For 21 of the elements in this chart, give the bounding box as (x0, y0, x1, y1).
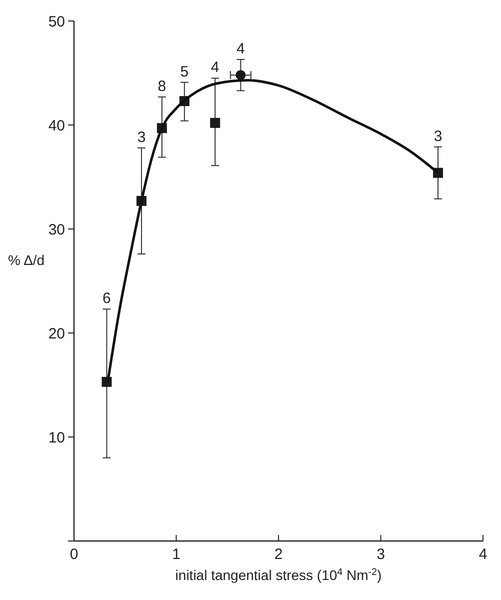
annotation: 3 (434, 128, 442, 145)
point (210, 118, 220, 128)
y-axis-title: % Δ/d (8, 252, 45, 268)
y-tick-label: 20 (48, 325, 65, 342)
x-axis-title: initial tangential stress (10$^{4}$ Nm$^{-2}$) (175, 566, 382, 583)
y-tick-label: 10 (48, 429, 65, 446)
point (236, 70, 246, 80)
x-tick-label: 3 (376, 546, 385, 563)
x-tick-label: 4 (478, 546, 488, 563)
annotation: 3 (137, 128, 146, 146)
annotation: 4 (210, 59, 220, 76)
annotation: 8 (158, 78, 166, 95)
y-tick-label: 50 (48, 13, 65, 30)
x-tick-label: 2 (274, 546, 283, 563)
annotation: 5 (180, 63, 189, 80)
annotation: 4 (236, 40, 245, 58)
x-tick-label: 1 (172, 546, 180, 563)
x-tick-label: 0 (70, 546, 78, 563)
y-tick-label: 30 (48, 221, 65, 238)
annotation: 6 (102, 290, 111, 308)
y-tick-label: 40 (48, 117, 65, 134)
